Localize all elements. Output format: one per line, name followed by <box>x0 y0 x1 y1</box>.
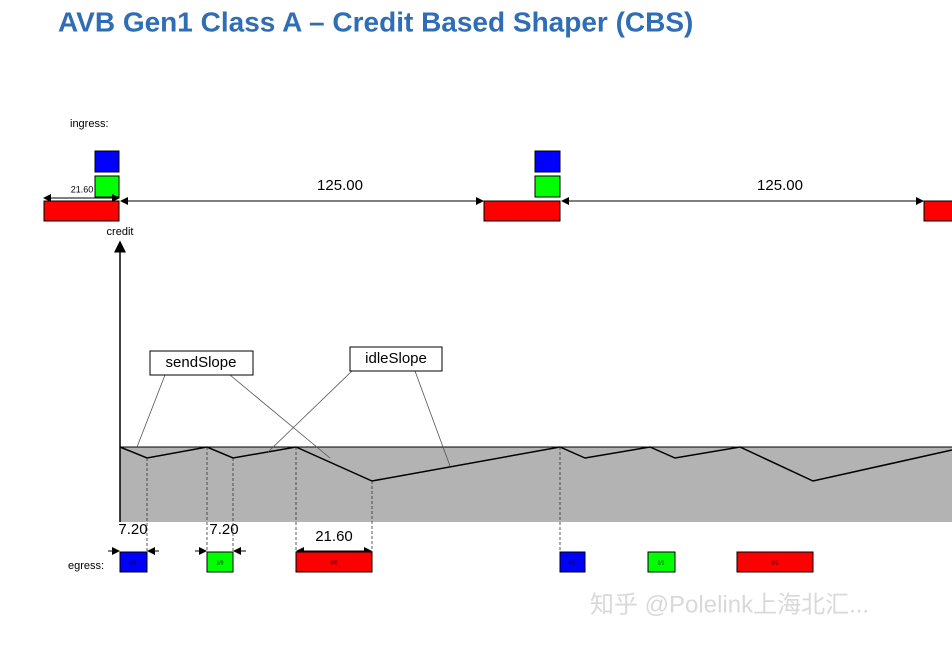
ingress-label: ingress: <box>70 118 109 130</box>
callout-box <box>149 350 254 376</box>
frame-id: 1/0 <box>217 560 224 566</box>
duration: 21.60 <box>315 528 353 545</box>
callout-box <box>349 346 443 372</box>
egress-frames <box>119 551 814 573</box>
callout-lines <box>136 370 451 467</box>
credit-label: credit <box>107 226 134 238</box>
send-slope: sendSlope <box>166 354 237 371</box>
duration: 7.20 <box>209 521 238 538</box>
title: AVB Gen1 Class A – Credit Based Shaper (… <box>58 6 693 37</box>
frame-id: 0/0 <box>331 560 338 566</box>
frame-id: 1/1 <box>658 560 665 566</box>
frame-id: 0/1 <box>569 560 576 566</box>
duration: 7.20 <box>118 521 147 538</box>
frame-length: 21.60 <box>71 184 94 194</box>
interval: 125.00 <box>317 177 363 194</box>
watermark: 知乎 @Polelink上海北汇... <box>590 591 869 618</box>
frame-id: 0/0 <box>130 560 137 566</box>
frame-id: 0/1 <box>772 560 779 566</box>
idle-slope: idleSlope <box>365 350 427 367</box>
egress-label: egress: <box>68 560 104 572</box>
credit-area <box>120 447 952 522</box>
ingress-frames <box>43 150 952 222</box>
ingress-arrows <box>43 194 924 205</box>
interval: 125.00 <box>757 177 803 194</box>
